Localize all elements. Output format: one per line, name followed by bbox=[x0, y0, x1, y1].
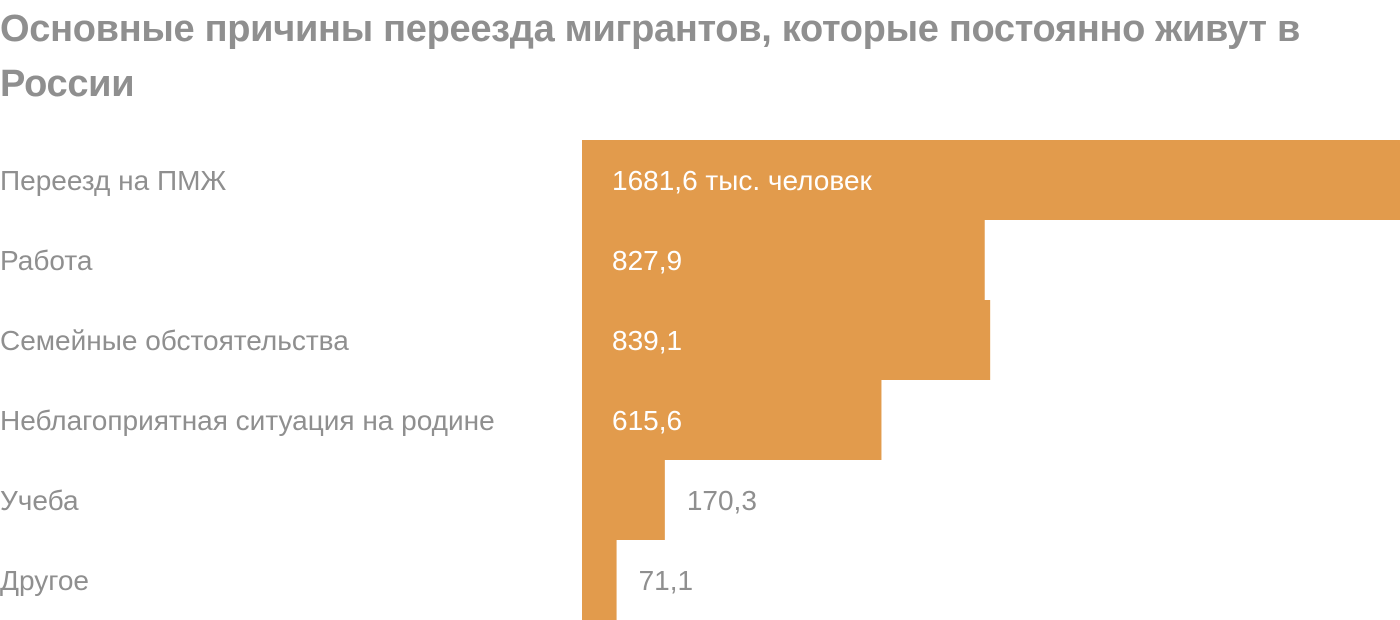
category-label: Другое bbox=[0, 565, 89, 596]
value-label: 615,6 bbox=[612, 405, 682, 436]
category-label: Семейные обстоятельства bbox=[0, 325, 349, 356]
bar bbox=[582, 460, 665, 540]
bar bbox=[582, 220, 985, 300]
category-label: Учеба bbox=[0, 485, 79, 516]
value-label: 71,1 bbox=[639, 565, 694, 596]
category-label: Переезд на ПМЖ bbox=[0, 165, 226, 196]
bar bbox=[582, 140, 1400, 220]
category-labels: Переезд на ПМЖ Работа Семейные обстоятельс… bbox=[0, 165, 495, 596]
value-label: 839,1 bbox=[612, 325, 682, 356]
value-label: 1681,6 тыс. человек bbox=[612, 165, 873, 196]
bars-layer bbox=[582, 140, 1400, 620]
category-label: Работа bbox=[0, 245, 93, 276]
bar bbox=[582, 380, 882, 460]
value-label: 170,3 bbox=[687, 485, 757, 516]
bar bbox=[582, 540, 617, 620]
value-labels: 1681,6 тыс. человек 827,9 839,1 615,6 170,3 7… bbox=[612, 165, 873, 596]
value-label: 827,9 bbox=[612, 245, 682, 276]
category-label: Неблагоприятная ситуация на родине bbox=[0, 405, 495, 436]
bar bbox=[582, 300, 991, 380]
chart-title: Основные причины переезда мигрантов, кот… bbox=[0, 8, 1301, 105]
